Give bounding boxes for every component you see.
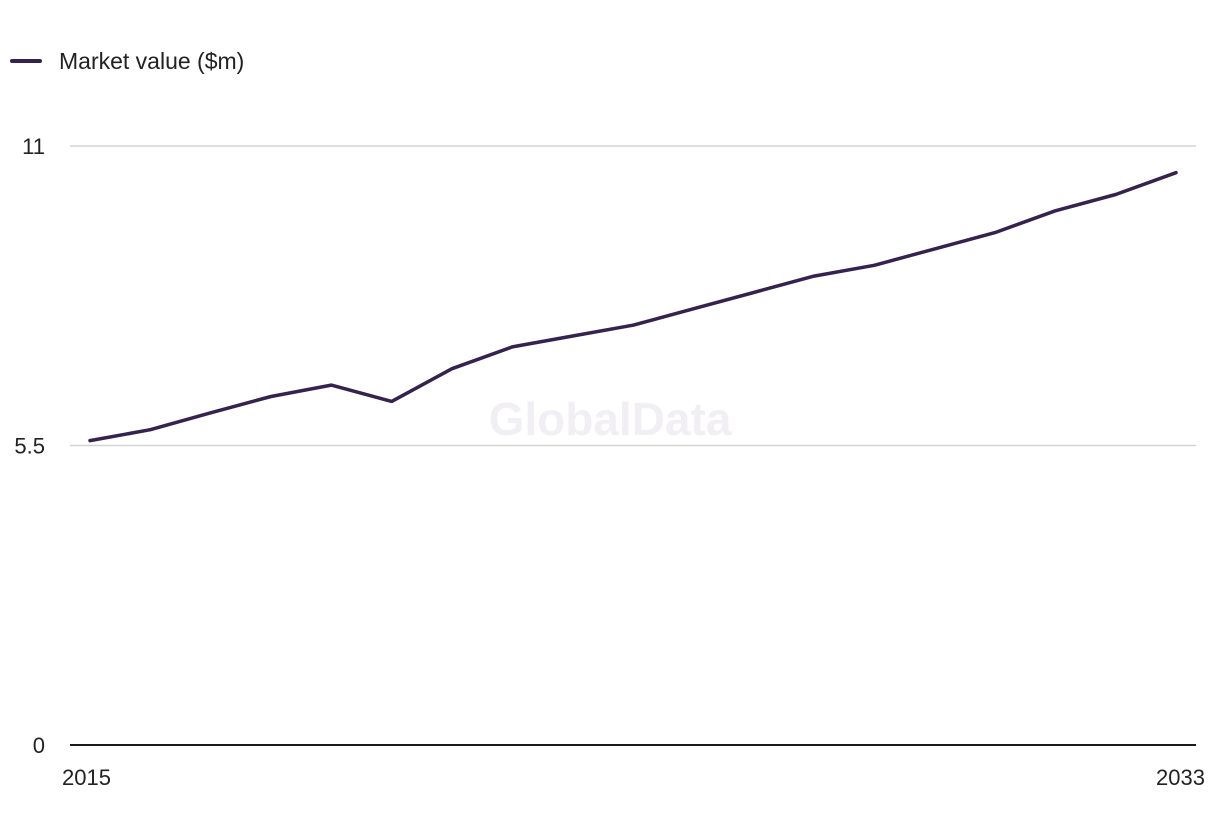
data-point bbox=[812, 274, 816, 278]
data-point bbox=[148, 428, 152, 432]
data-point bbox=[269, 394, 273, 398]
legend-swatch bbox=[10, 59, 42, 63]
data-point bbox=[209, 411, 213, 415]
watermark: GlobalData bbox=[489, 393, 732, 445]
x-axis-ticks: 2015 2033 bbox=[62, 765, 1205, 790]
data-point bbox=[450, 367, 454, 371]
data-point bbox=[1114, 192, 1118, 196]
y-tick-label: 11 bbox=[22, 134, 45, 159]
x-tick-label: 2033 bbox=[1156, 765, 1205, 790]
y-tick-label: 5.5 bbox=[14, 434, 45, 459]
data-point bbox=[631, 323, 635, 327]
data-point bbox=[752, 290, 756, 294]
gridlines bbox=[70, 145, 1196, 746]
legend: Market value ($m) bbox=[10, 46, 244, 76]
data-point bbox=[691, 307, 695, 311]
data-point bbox=[1053, 209, 1057, 213]
data-point bbox=[390, 399, 394, 403]
data-point bbox=[872, 263, 876, 267]
series-group bbox=[88, 170, 1178, 443]
legend-label: Market value ($m) bbox=[59, 47, 245, 74]
data-point bbox=[571, 334, 575, 338]
data-point bbox=[329, 383, 333, 387]
data-point bbox=[993, 231, 997, 235]
data-point bbox=[1174, 171, 1178, 175]
y-axis-ticks: 0 5.5 11 bbox=[14, 134, 45, 758]
data-point bbox=[88, 439, 92, 443]
data-point bbox=[510, 345, 514, 349]
x-tick-label: 2015 bbox=[62, 765, 111, 790]
y-tick-label: 0 bbox=[33, 733, 45, 758]
data-point bbox=[933, 247, 937, 251]
